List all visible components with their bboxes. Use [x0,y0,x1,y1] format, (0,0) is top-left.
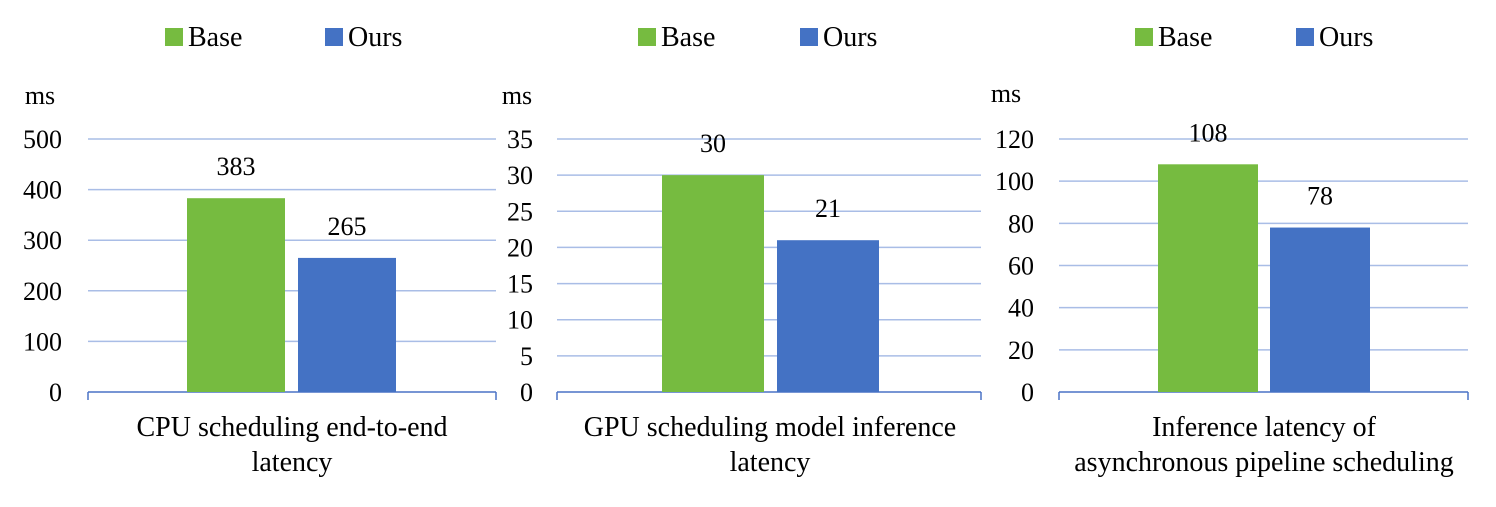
y-tick-label: 20 [1008,336,1034,365]
y-tick-label: 10 [507,306,533,335]
chart-panel-1: 0 100 200 300 400 500 ms 383 265 Base Ours CPU sche… [23,22,497,478]
y-tick-label: 200 [23,277,62,306]
bar-ours [298,257,396,392]
legend-label-ours: Ours [1319,22,1373,53]
x-category-label: CPU scheduling end-to-end [136,412,447,443]
legend-swatch-ours [800,28,818,46]
data-label-base: 30 [700,129,726,158]
y-tick-label: 80 [1008,209,1034,238]
x-category-label: latency [252,447,333,478]
x-category-label: Inference latency of [1152,412,1377,443]
y-axis-unit-label: ms [25,81,55,110]
data-label-ours: 78 [1307,182,1333,211]
y-tick-label: 5 [520,342,533,371]
y-tick-label: 30 [507,161,533,190]
y-tick-label: 60 [1008,252,1034,281]
y-tick-label: 0 [520,378,533,407]
y-tick-label: 0 [49,378,62,407]
y-tick-label: 300 [23,226,62,255]
y-tick-label: 40 [1008,294,1034,323]
legend-label-base: Base [1158,22,1212,53]
y-tick-label: 500 [23,125,62,154]
y-tick-label: 35 [507,125,533,154]
y-axis-unit-label: ms [502,81,532,110]
y-axis-unit-label: ms [991,79,1021,108]
y-tick-label: 100 [995,167,1034,196]
bar-base [1158,164,1258,392]
x-category-label: GPU scheduling model inference [584,412,956,443]
legend-swatch-ours [325,28,343,46]
data-label-ours: 265 [328,212,367,241]
bar-base [187,198,285,392]
y-tick-label: 20 [507,233,533,262]
y-tick-label: 100 [23,327,62,356]
x-category-label: asynchronous pipeline scheduling [1074,447,1453,478]
y-tick-label: 25 [507,197,533,226]
bar-base [662,175,764,392]
data-label-base: 108 [1189,118,1228,147]
chart-panel-3: 0 20 40 60 80 100 120 ms 108 78 Base Ours Inference … [991,22,1469,478]
y-tick-label: 400 [23,176,62,205]
legend-swatch-base [638,28,656,46]
legend-label-ours: Ours [823,22,877,53]
bar-ours [1270,227,1370,392]
bar-ours [777,240,879,392]
chart-panel-2: 0 5 10 15 20 25 30 35 ms 30 21 Base Ours GPU scheduli… [502,22,982,478]
legend-label-base: Base [661,22,715,53]
y-tick-label: 0 [1021,378,1034,407]
data-label-ours: 21 [815,194,841,223]
x-category-label: latency [730,447,811,478]
legend-swatch-base [165,28,183,46]
legend-swatch-base [1135,28,1153,46]
legend-label-ours: Ours [348,22,402,53]
y-tick-label: 15 [507,270,533,299]
y-tick-label: 120 [995,125,1034,154]
legend-swatch-ours [1296,28,1314,46]
legend-label-base: Base [188,22,242,53]
data-label-base: 383 [217,152,256,181]
